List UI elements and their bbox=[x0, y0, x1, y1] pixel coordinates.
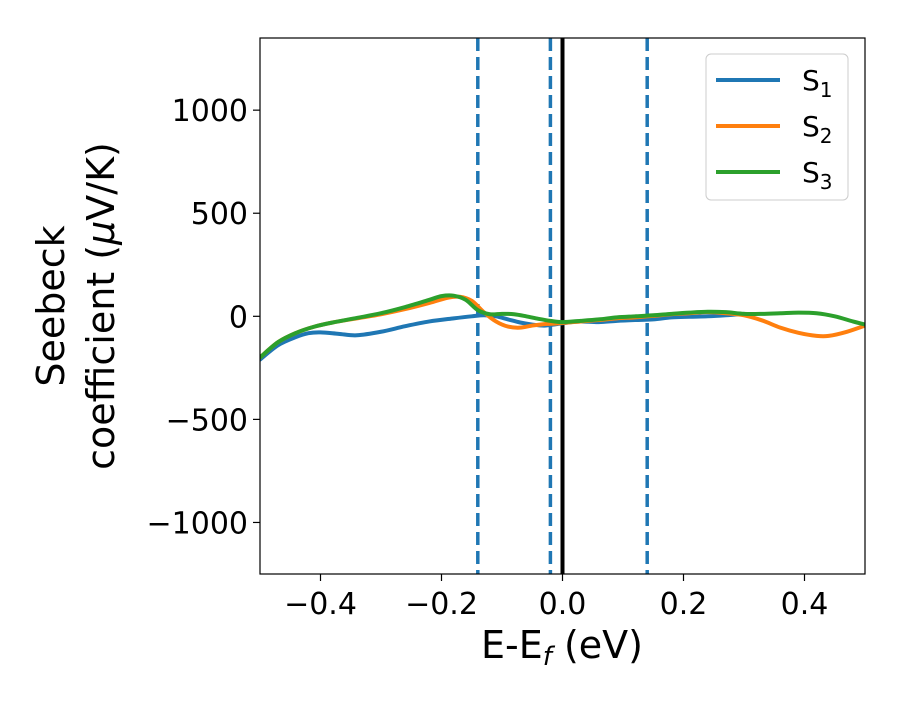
x-tick-label: 0.0 bbox=[539, 587, 587, 622]
series-layer bbox=[260, 293, 865, 362]
y-axis-label-line2: coefficient (μV/K) bbox=[79, 142, 123, 470]
y-axis-label-line1: Seebeck bbox=[29, 225, 73, 386]
series-line-s1 bbox=[260, 311, 746, 362]
series-line-s3 bbox=[260, 293, 865, 360]
y-tick-label: 500 bbox=[191, 197, 248, 232]
legend-label-s2: S2 bbox=[802, 110, 833, 148]
x-tick-label: 0.4 bbox=[781, 587, 829, 622]
y-tick-label: −500 bbox=[166, 403, 248, 438]
y-axis-ticks: −1000 −500 0 500 1000 bbox=[147, 94, 260, 541]
y-tick-label: 0 bbox=[229, 300, 248, 335]
x-tick-label: −0.4 bbox=[284, 587, 357, 622]
legend-label-s3: S3 bbox=[802, 156, 833, 194]
y-tick-label: 1000 bbox=[172, 94, 248, 129]
legend: S1 S2 S3 bbox=[705, 53, 849, 201]
legend-label-s1: S1 bbox=[802, 64, 833, 102]
y-tick-label: −1000 bbox=[147, 506, 248, 541]
x-tick-label: 0.2 bbox=[660, 587, 708, 622]
x-tick-label: −0.2 bbox=[405, 587, 478, 622]
vertical-markers bbox=[476, 38, 649, 574]
x-axis-label: E-Ef (eV) bbox=[481, 623, 643, 672]
x-axis-ticks: −0.4 −0.2 0.0 0.2 0.4 bbox=[284, 574, 828, 622]
